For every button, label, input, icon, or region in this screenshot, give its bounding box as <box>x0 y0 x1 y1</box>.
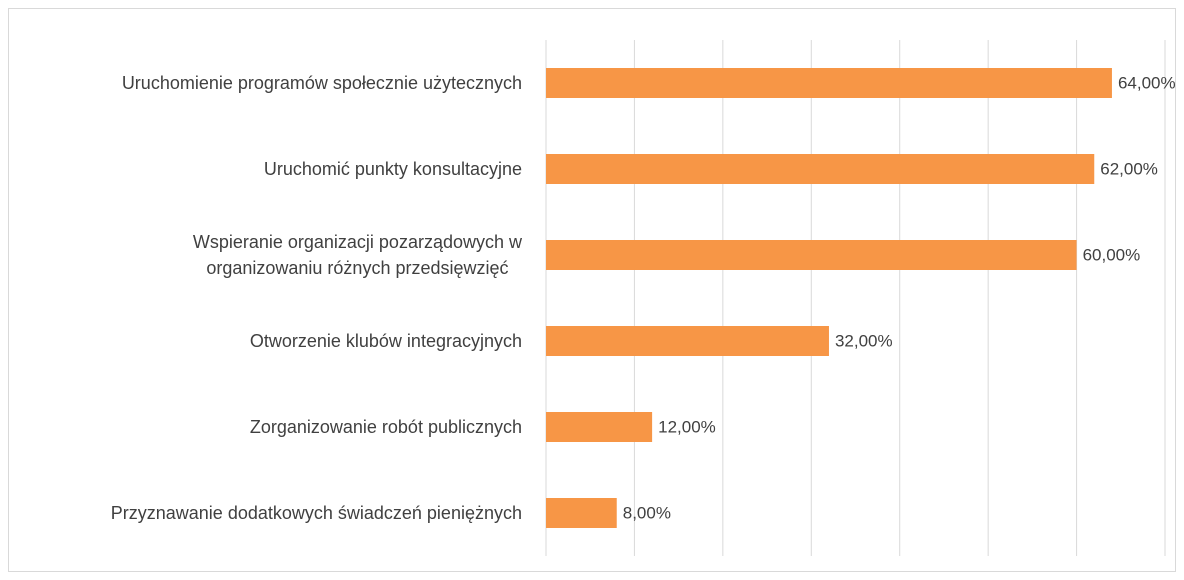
bar <box>546 240 1077 270</box>
data-label: 62,00% <box>1100 159 1158 178</box>
chart-border <box>8 8 1176 572</box>
data-label: 64,00% <box>1118 73 1176 92</box>
y-tick-label: Uruchomić punkty konsultacyjne <box>263 159 522 179</box>
y-tick-label: Wspieranie organizacji pozarządowych w o… <box>192 232 522 278</box>
y-tick-label: Uruchomienie programów społecznie użytec… <box>121 73 522 93</box>
y-tick-label: Zorganizowanie robót publicznych <box>249 417 522 437</box>
data-label: 12,00% <box>658 417 716 436</box>
bar <box>546 498 617 528</box>
y-tick-label: Otworzenie klubów integracyjnych <box>249 331 522 351</box>
data-label: 32,00% <box>835 331 893 350</box>
y-tick-label: Przyznawanie dodatkowych świadczeń pieni… <box>110 503 522 523</box>
bar <box>546 68 1112 98</box>
bar <box>546 412 653 442</box>
bar <box>546 154 1095 184</box>
data-label: 60,00% <box>1083 245 1141 264</box>
bar <box>546 326 829 356</box>
data-label: 8,00% <box>623 503 671 522</box>
